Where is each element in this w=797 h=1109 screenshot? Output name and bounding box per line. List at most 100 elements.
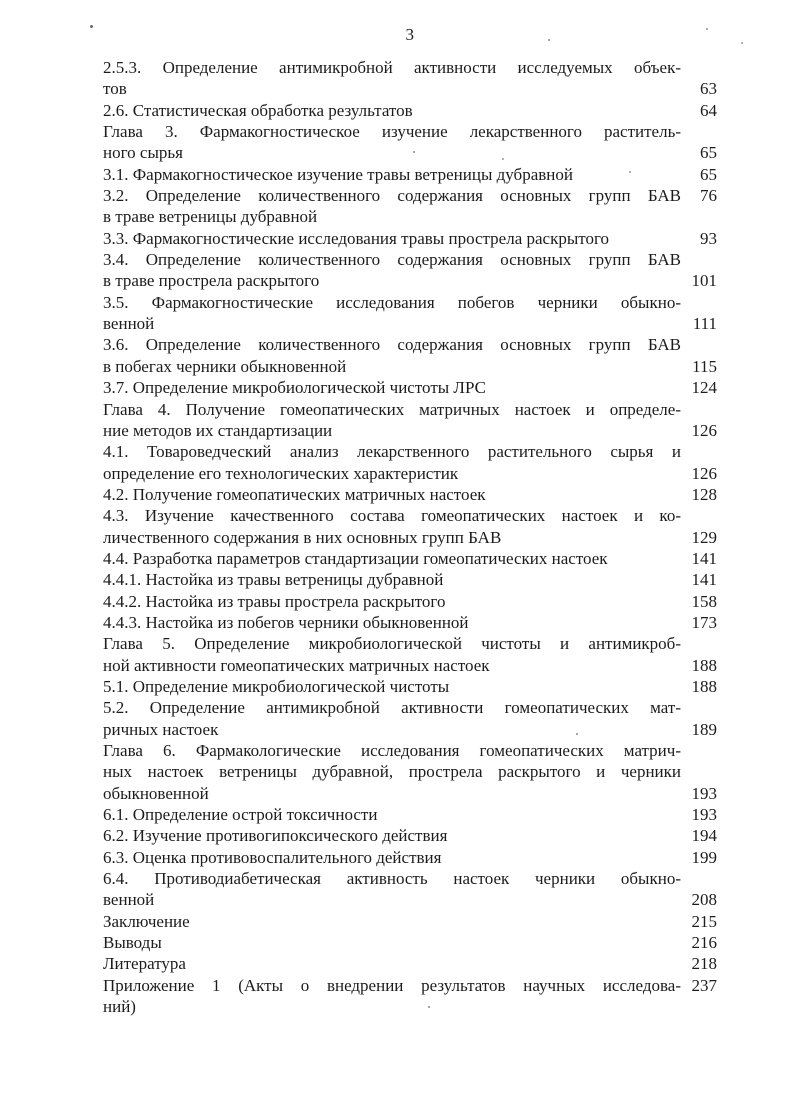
toc-entry-text: в траве прострела раскрытого xyxy=(103,271,320,291)
toc-row: Заключение 215 xyxy=(103,911,717,932)
toc-entry-page: 193 xyxy=(691,805,718,825)
toc-entry-text: 4.4.2. Настойка из травы прострела раскр… xyxy=(103,591,446,611)
toc-entry-text: 3.6. Определение количественного содержа… xyxy=(103,335,681,355)
toc-row: 6.1. Определение острой токсичности 193 xyxy=(103,804,717,825)
toc-entry-page: 141 xyxy=(691,548,718,568)
toc-row: 4.3. Изучение качественного состава гоме… xyxy=(103,505,717,526)
toc-entry-text: 6.3. Оценка противовоспалительного дейст… xyxy=(103,847,442,867)
toc-entry-text: 3.2. Определение количественного содержа… xyxy=(103,186,681,206)
toc-row: ний) xyxy=(103,996,717,1017)
toc-entry-text: 3.3. Фармакогностические исследования тр… xyxy=(103,228,610,248)
toc-entry-text: 4.3. Изучение качественного состава гоме… xyxy=(103,506,681,526)
toc-row: 3.6. Определение количественного содержа… xyxy=(103,334,717,355)
toc-row: 4.2. Получение гомеопатических матричных… xyxy=(103,484,717,505)
toc-row: 3.7. Определение микробиологической чист… xyxy=(103,377,717,398)
toc-row: 2.6. Статистическая обработка результато… xyxy=(103,100,717,121)
toc-entry-page: 63 xyxy=(700,79,717,99)
toc-row: в побегах черники обыкновенной 115 xyxy=(103,356,717,377)
scan-speck xyxy=(741,42,743,44)
toc-entry-page: 158 xyxy=(691,591,718,611)
toc-entry-page: 208 xyxy=(691,890,718,910)
page-number: 3 xyxy=(405,25,415,44)
toc-row: ние методов их стандартизации 126 xyxy=(103,420,717,441)
toc-entry-page: 65 xyxy=(700,164,717,184)
toc-entry-text: Выводы xyxy=(103,933,162,953)
toc-entry-page: 129 xyxy=(691,527,718,547)
toc-entry-page: 93 xyxy=(700,228,717,248)
toc-entry-text: 6.2. Изучение противогипоксического дейс… xyxy=(103,826,448,846)
toc-entry-text: 3.5. Фармакогностические исследования по… xyxy=(103,292,681,312)
toc-entry-page: 194 xyxy=(691,826,718,846)
toc-row: ричных настоек 189 xyxy=(103,719,717,740)
toc-entry-text: 4.4.1. Настойка из травы ветреницы дубра… xyxy=(103,570,444,590)
toc-entry-text: ний) xyxy=(103,997,136,1017)
toc-row: 4.4.3. Настойка из побегов черники обыкн… xyxy=(103,612,717,633)
toc-row: 4.1. Товароведческий анализ лекарственно… xyxy=(103,441,717,462)
scan-speck xyxy=(502,158,504,160)
toc-entry-text: Заключение xyxy=(103,911,190,931)
scan-speck xyxy=(90,25,93,28)
toc-row: венной 111 xyxy=(103,313,717,334)
toc-row: 2.5.3. Определение антимикробной активно… xyxy=(103,57,717,78)
toc-entry-page: 188 xyxy=(691,676,718,696)
toc-row: 3.4. Определение количественного содержа… xyxy=(103,249,717,270)
toc-row: Приложение 1 (Акты о внедрении результат… xyxy=(103,975,717,996)
toc-entry-text: ной активности гомеопатических матричных… xyxy=(103,655,490,675)
toc-entry-page: 64 xyxy=(700,100,717,120)
toc-entry-text: 4.1. Товароведческий анализ лекарственно… xyxy=(103,442,681,462)
toc-row: 5.2. Определение антимикробной активност… xyxy=(103,697,717,718)
toc-entry-page: 65 xyxy=(700,143,717,163)
toc-entry-text: 6.1. Определение острой токсичности xyxy=(103,805,378,825)
toc-row: 6.2. Изучение противогипоксического дейс… xyxy=(103,825,717,846)
toc-entry-page: 188 xyxy=(691,655,718,675)
toc-entry-page: 115 xyxy=(692,356,717,376)
toc-entry-text: 2.5.3. Определение антимикробной активно… xyxy=(103,58,681,77)
toc-row: ных настоек ветреницы дубравной, простре… xyxy=(103,761,717,782)
toc-entry-page: 141 xyxy=(691,570,718,590)
toc-entry-text: 5.1. Определение микробиологической чист… xyxy=(103,676,450,696)
toc-entry-page: 126 xyxy=(691,463,718,483)
scan-speck xyxy=(629,171,631,173)
scan-speck xyxy=(413,151,415,153)
toc-entry-page: 189 xyxy=(691,719,718,739)
toc-entry-text: в побегах черники обыкновенной xyxy=(103,356,347,376)
toc-entry-page: 199 xyxy=(691,847,718,867)
toc-entry-text: 3.1. Фармакогностическое изучение травы … xyxy=(103,164,573,184)
scan-speck xyxy=(576,733,578,735)
toc-entry-page: 218 xyxy=(691,954,718,974)
toc-entry-page: 215 xyxy=(691,911,718,931)
toc-entry-page: 126 xyxy=(691,420,718,440)
toc-row: 5.1. Определение микробиологической чист… xyxy=(103,676,717,697)
toc-entry-text: Литература xyxy=(103,954,186,974)
toc-row: 4.4.1. Настойка из травы ветреницы дубра… xyxy=(103,569,717,590)
toc-entry-page: 101 xyxy=(691,271,718,291)
toc-entry-page: 124 xyxy=(691,378,718,398)
toc-row: 6.3. Оценка противовоспалительного дейст… xyxy=(103,847,717,868)
toc-row: 6.4. Противодиабетическая активность нас… xyxy=(103,868,717,889)
toc-entry-text: в траве ветреницы дубравной xyxy=(103,207,318,227)
toc-row: 3.1. Фармакогностическое изучение травы … xyxy=(103,164,717,185)
toc-row: в траве ветреницы дубравной xyxy=(103,206,717,227)
toc-row: 3.2. Определение количественного содержа… xyxy=(103,185,717,206)
toc-row: венной 208 xyxy=(103,889,717,910)
toc-entry-text: личественного содержания в них основных … xyxy=(103,527,502,547)
toc-row: определение его технологических характер… xyxy=(103,463,717,484)
toc-row: Выводы 216 xyxy=(103,932,717,953)
toc-row: 4.4.2. Настойка из травы прострела раскр… xyxy=(103,591,717,612)
toc-row: Литература 218 xyxy=(103,953,717,974)
toc-entry-text: 3.4. Определение количественного содержа… xyxy=(103,250,681,270)
toc-row: личественного содержания в них основных … xyxy=(103,527,717,548)
toc-row: Глава 6. Фармакологические исследования … xyxy=(103,740,717,761)
toc-entry-text: 5.2. Определение антимикробной активност… xyxy=(103,698,681,718)
toc-row: тов 63 xyxy=(103,78,717,99)
toc-entry-text: 2.6. Статистическая обработка результато… xyxy=(103,100,413,120)
toc-entry-text: Глава 5. Определение микробиологической … xyxy=(103,634,681,654)
toc-entry-text: ричных настоек xyxy=(103,719,219,739)
toc-row: ного сырья 65 xyxy=(103,142,717,163)
toc-entry-text: определение его технологических характер… xyxy=(103,463,459,483)
toc-entry-page: 216 xyxy=(691,933,718,953)
toc-entry-text: ние методов их стандартизации xyxy=(103,420,333,440)
toc-entry-page: 111 xyxy=(692,314,717,334)
scan-speck xyxy=(548,39,550,41)
